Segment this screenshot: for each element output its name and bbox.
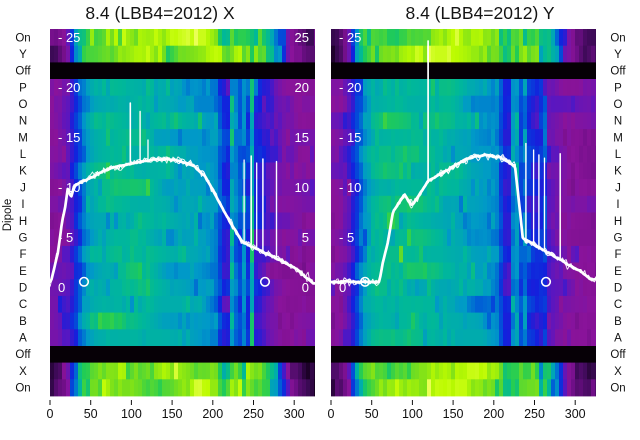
svg-text:X: X [19,366,27,378]
svg-text:- 5: - 5 [339,230,354,245]
svg-text:K: K [614,166,622,178]
svg-text:E: E [614,266,622,278]
svg-text:K: K [19,166,27,178]
svg-text:Off: Off [610,66,626,78]
svg-text:- 25: - 25 [339,30,361,45]
svg-text:G: G [19,232,28,244]
svg-text:A: A [614,333,622,345]
svg-text:10: 10 [295,180,309,195]
svg-text:On: On [610,383,625,395]
svg-text:C: C [19,299,27,311]
svg-text:50: 50 [84,407,98,421]
svg-text:F: F [19,249,26,261]
svg-text:0: 0 [58,280,65,295]
svg-text:M: M [613,132,623,144]
svg-text:O: O [19,99,28,111]
svg-text:H: H [19,216,27,228]
svg-text:0: 0 [328,407,335,421]
svg-text:Off: Off [610,349,626,361]
svg-text:D: D [614,283,622,295]
svg-text:I: I [21,199,24,211]
svg-text:100: 100 [121,407,142,421]
svg-text:L: L [615,149,622,161]
svg-text:B: B [19,316,27,328]
svg-text:15: 15 [295,130,309,145]
svg-text:8.4 (LBB4=2012) X: 8.4 (LBB4=2012) X [85,3,235,23]
svg-text:Off: Off [15,66,31,78]
svg-text:E: E [19,266,27,278]
svg-text:- 15: - 15 [339,130,361,145]
svg-text:5: 5 [302,230,309,245]
svg-text:250: 250 [524,407,545,421]
svg-text:X: X [614,366,622,378]
svg-text:On: On [15,32,30,44]
svg-text:Dipole: Dipole [2,199,14,232]
svg-text:C: C [614,299,622,311]
svg-text:L: L [20,149,27,161]
svg-text:150: 150 [443,407,464,421]
svg-text:0: 0 [47,407,54,421]
svg-text:Y: Y [19,49,27,61]
svg-text:A: A [19,333,27,345]
svg-text:H: H [614,216,622,228]
svg-text:M: M [18,132,28,144]
svg-text:8.4 (LBB4=2012) Y: 8.4 (LBB4=2012) Y [405,3,554,23]
svg-text:200: 200 [483,407,504,421]
svg-text:Off: Off [15,349,31,361]
svg-text:150: 150 [162,407,183,421]
svg-text:100: 100 [402,407,423,421]
svg-text:- 20: - 20 [339,80,361,95]
svg-text:- 10: - 10 [339,180,361,195]
svg-text:25: 25 [295,30,309,45]
svg-text:250: 250 [243,407,264,421]
svg-text:20: 20 [295,80,309,95]
svg-text:200: 200 [202,407,223,421]
svg-text:- 20: - 20 [58,80,80,95]
svg-text:I: I [616,199,619,211]
svg-text:O: O [614,99,623,111]
svg-text:Y: Y [614,49,622,61]
svg-text:- 25: - 25 [58,30,80,45]
svg-text:On: On [610,32,625,44]
svg-text:B: B [614,316,622,328]
svg-text:N: N [614,116,622,128]
svg-text:300: 300 [284,407,305,421]
svg-text:P: P [614,82,622,94]
svg-text:300: 300 [565,407,586,421]
svg-text:J: J [20,182,26,194]
svg-text:50: 50 [365,407,379,421]
svg-text:D: D [19,283,27,295]
svg-text:N: N [19,116,27,128]
svg-text:- 15: - 15 [58,130,80,145]
svg-text:0: 0 [302,280,309,295]
svg-text:P: P [19,82,27,94]
svg-text:F: F [614,249,621,261]
svg-text:J: J [615,182,621,194]
svg-text:G: G [614,232,623,244]
svg-text:On: On [15,383,30,395]
